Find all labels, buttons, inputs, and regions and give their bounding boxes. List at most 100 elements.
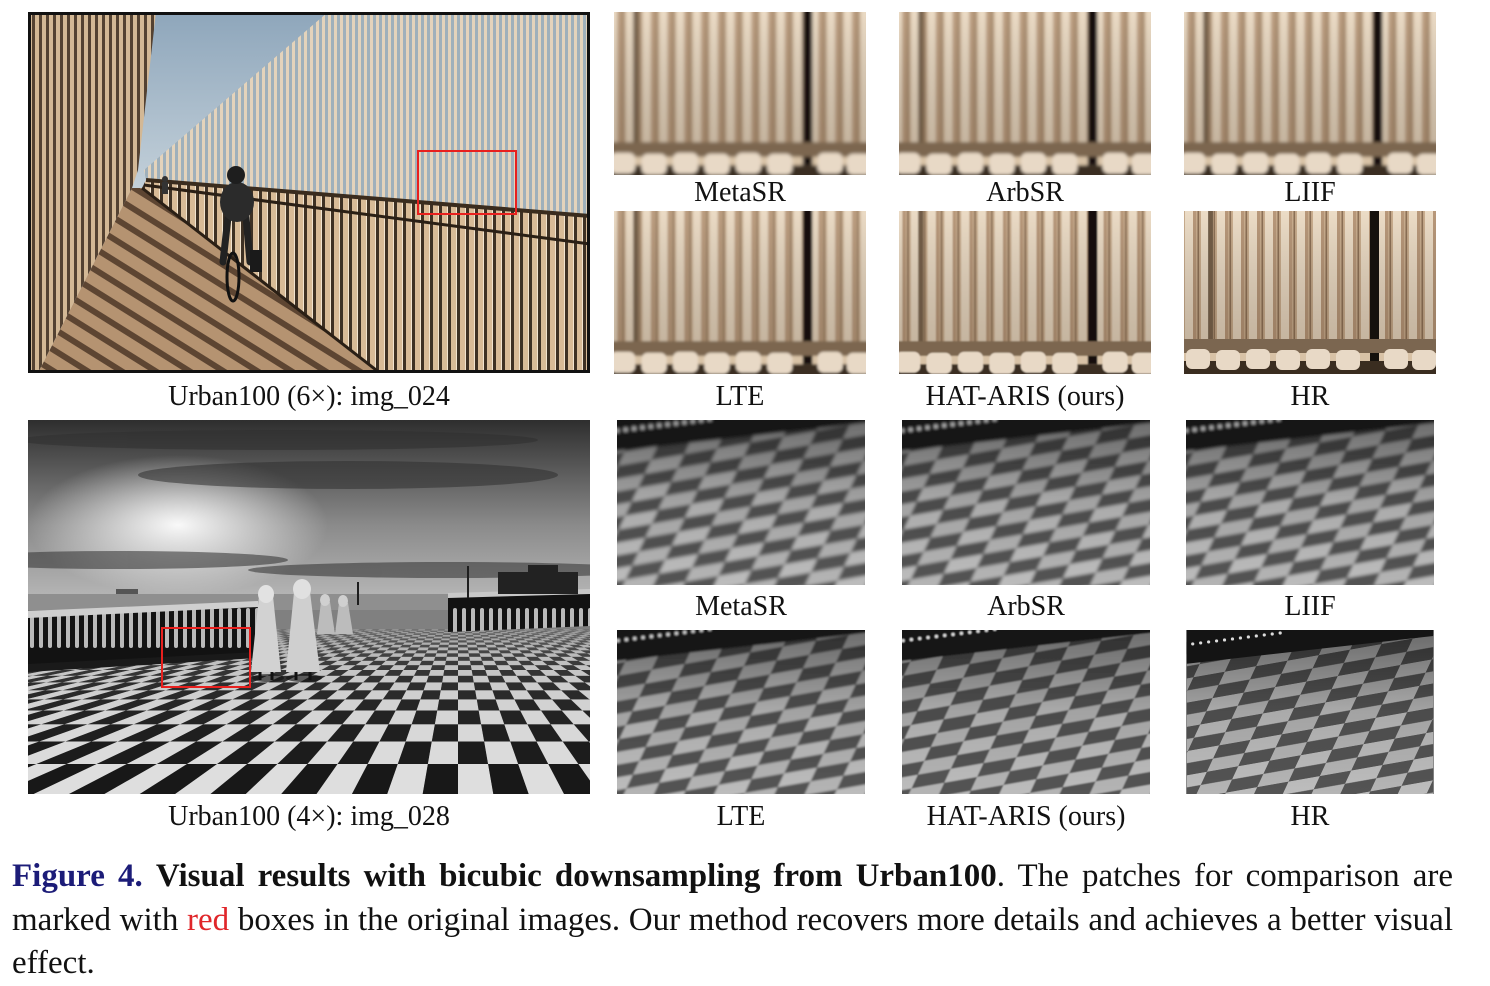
floor-tile bbox=[345, 633, 357, 635]
floor-tile bbox=[405, 640, 416, 643]
floor-tile bbox=[335, 665, 356, 670]
floor-tile bbox=[475, 642, 486, 645]
floor-tile bbox=[499, 631, 509, 634]
floor-tile bbox=[497, 636, 507, 639]
floor-tile bbox=[269, 682, 300, 691]
right-balustrade bbox=[448, 589, 590, 632]
floor-tile bbox=[307, 741, 354, 764]
floor-tile bbox=[548, 656, 567, 661]
floor-tile bbox=[392, 631, 403, 634]
floor-tile bbox=[28, 710, 85, 725]
floor-tile bbox=[476, 699, 500, 711]
floor-tile bbox=[355, 660, 374, 666]
floor-tile bbox=[421, 642, 432, 645]
floor-tile bbox=[525, 634, 536, 637]
floor-tile bbox=[572, 630, 584, 632]
floor-tile bbox=[416, 630, 425, 632]
floor-tile bbox=[478, 630, 486, 632]
floor-tile bbox=[511, 642, 523, 645]
floor-tile bbox=[465, 633, 473, 635]
floor-tile bbox=[397, 741, 432, 764]
floor-tile bbox=[579, 630, 590, 632]
floor-tile bbox=[437, 629, 445, 631]
floor-tile bbox=[578, 764, 590, 781]
floor-tile bbox=[543, 653, 560, 657]
floor-tile bbox=[407, 647, 420, 651]
floor-tile bbox=[420, 690, 441, 700]
floor-tile bbox=[403, 665, 420, 670]
floor-tile bbox=[375, 699, 402, 711]
caption-text-after-red: boxes in the original images. Our method… bbox=[12, 901, 1453, 982]
floor-tile bbox=[33, 764, 127, 794]
floor-tile bbox=[432, 660, 446, 666]
floor-tile bbox=[421, 656, 436, 661]
floor-tile bbox=[437, 699, 458, 711]
floor-tile bbox=[542, 629, 553, 631]
floor-tile bbox=[356, 653, 373, 657]
floor-tile bbox=[416, 699, 440, 711]
floor-tile bbox=[333, 699, 364, 711]
floor-tile bbox=[397, 656, 413, 661]
floor-tile bbox=[277, 741, 328, 764]
floor-tile bbox=[398, 638, 410, 641]
floor-tile bbox=[508, 633, 519, 635]
floor-tile bbox=[361, 656, 379, 661]
floor-tile bbox=[424, 629, 432, 631]
floor-tile bbox=[530, 633, 541, 635]
floor-tile bbox=[506, 638, 518, 641]
floor-tile bbox=[549, 629, 560, 631]
floor-tile bbox=[551, 640, 564, 643]
floor-tile bbox=[496, 665, 513, 670]
floor-tile bbox=[360, 633, 372, 635]
floor-tile bbox=[415, 638, 426, 641]
floor-tile bbox=[536, 741, 579, 764]
caption-red-word: red bbox=[187, 901, 230, 938]
floor-tile bbox=[134, 710, 189, 725]
floor-tile bbox=[550, 644, 565, 648]
floor-tile bbox=[480, 634, 490, 637]
floor-tile bbox=[580, 670, 590, 676]
floor-tile bbox=[541, 631, 553, 634]
floor-tile bbox=[390, 633, 401, 635]
floor-tile bbox=[340, 650, 357, 654]
floor-tile bbox=[444, 665, 458, 670]
floor-tile bbox=[548, 631, 560, 634]
floor-tile bbox=[342, 660, 362, 666]
floor-tile bbox=[343, 640, 357, 643]
floor-tile bbox=[378, 653, 394, 657]
floor-tile bbox=[46, 675, 92, 683]
floor-tile bbox=[275, 629, 289, 631]
floor-tile bbox=[360, 636, 373, 639]
patch-hat-aris bbox=[902, 630, 1150, 794]
floor-tile bbox=[436, 650, 448, 654]
floor-tile bbox=[443, 631, 451, 634]
floor-tile bbox=[529, 629, 539, 631]
floor-tile bbox=[550, 724, 589, 742]
floor-tile bbox=[348, 634, 361, 637]
floor-tile bbox=[531, 644, 546, 648]
floor-tile bbox=[28, 741, 92, 764]
floor-tile bbox=[203, 710, 251, 725]
floor-tile bbox=[587, 644, 590, 646]
floor-tile bbox=[276, 630, 290, 632]
floor-tile bbox=[583, 631, 590, 634]
floor-tile bbox=[372, 634, 383, 637]
floor-tile bbox=[317, 634, 331, 637]
floor-tile bbox=[540, 670, 561, 676]
floor-tile bbox=[441, 636, 451, 639]
floor-tile bbox=[374, 630, 384, 632]
floor-tile bbox=[473, 634, 482, 637]
floor-tile bbox=[292, 699, 327, 711]
floor-tile bbox=[488, 634, 497, 637]
floor-tile bbox=[479, 653, 492, 657]
lower-rail bbox=[143, 183, 590, 246]
floor-tile bbox=[372, 650, 387, 654]
nuns bbox=[251, 579, 353, 682]
floor-tile bbox=[317, 660, 338, 666]
floor-tile bbox=[364, 690, 390, 700]
floor-tile bbox=[360, 640, 374, 643]
floor-tile bbox=[570, 650, 587, 654]
floor-tile bbox=[458, 690, 477, 700]
floor-tile bbox=[559, 630, 570, 632]
floor-tile bbox=[78, 675, 121, 683]
